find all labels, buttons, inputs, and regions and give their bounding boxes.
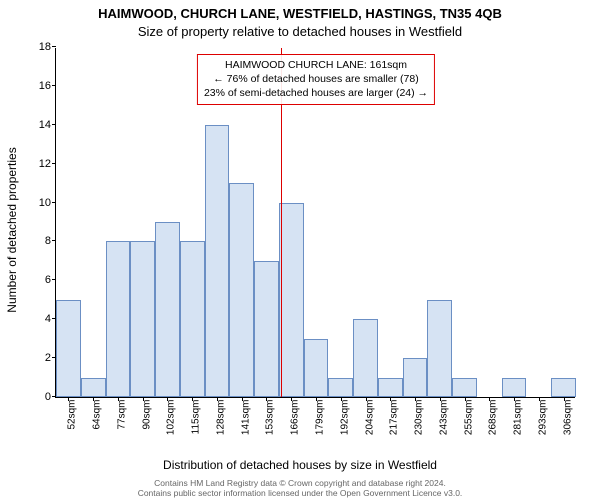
histogram-bar	[106, 241, 131, 397]
y-tick-label: 10	[23, 197, 51, 209]
histogram-bar	[279, 203, 304, 397]
y-axis-label: Number of detached properties	[5, 147, 19, 312]
y-tick-label: 14	[23, 119, 51, 131]
histogram-bar	[180, 241, 205, 397]
x-tick-label: 306sqm	[562, 400, 573, 436]
histogram-bar	[130, 241, 155, 397]
y-tick-label: 4	[23, 313, 51, 325]
y-tick-label: 12	[23, 158, 51, 170]
y-tick-label: 8	[23, 235, 51, 247]
annotation-box: HAIMWOOD CHURCH LANE: 161sqm← 76% of det…	[197, 54, 435, 105]
y-tick-label: 18	[23, 41, 51, 53]
y-tick-mark	[52, 124, 56, 125]
y-tick-mark	[52, 85, 56, 86]
x-tick-label: 166sqm	[290, 400, 301, 436]
x-tick-label: 115sqm	[191, 400, 202, 435]
y-tick-mark	[52, 279, 56, 280]
x-tick-label: 179sqm	[315, 400, 326, 436]
y-tick-label: 0	[23, 391, 51, 403]
y-tick-mark	[52, 163, 56, 164]
histogram-bar	[81, 378, 106, 397]
x-tick-label: 77sqm	[116, 400, 127, 430]
x-tick-label: 52sqm	[67, 400, 78, 430]
x-axis-label: Distribution of detached houses by size …	[0, 458, 600, 472]
histogram-bar	[328, 378, 353, 397]
histogram-bar	[502, 378, 527, 397]
x-tick-label: 192sqm	[339, 400, 350, 436]
footer-line-2: Contains public sector information licen…	[138, 488, 463, 498]
y-tick-label: 6	[23, 274, 51, 286]
x-tick-label: 102sqm	[166, 400, 177, 436]
x-tick-label: 243sqm	[438, 400, 449, 436]
histogram-bar	[155, 222, 180, 397]
histogram-bar	[205, 125, 230, 397]
histogram-bar	[378, 378, 403, 397]
histogram-bar	[353, 319, 378, 397]
histogram-bar	[56, 300, 81, 397]
histogram-bar	[403, 358, 428, 397]
x-tick-label: 217sqm	[389, 400, 400, 436]
x-tick-label: 230sqm	[414, 400, 425, 436]
footer-line-1: Contains HM Land Registry data © Crown c…	[154, 478, 446, 488]
annotation-line: ← 76% of detached houses are smaller (78…	[204, 72, 428, 86]
plot-area: 02468101214161852sqm64sqm77sqm90sqm102sq…	[55, 48, 575, 398]
x-tick-label: 281sqm	[513, 400, 524, 436]
histogram-bar	[452, 378, 477, 397]
chart-title-description: Size of property relative to detached ho…	[0, 24, 600, 39]
x-tick-label: 268sqm	[488, 400, 499, 436]
chart-title-address: HAIMWOOD, CHURCH LANE, WESTFIELD, HASTIN…	[0, 6, 600, 21]
x-tick-label: 90sqm	[141, 400, 152, 430]
annotation-line: 23% of semi-detached houses are larger (…	[204, 86, 428, 100]
x-tick-label: 293sqm	[537, 400, 548, 436]
footer-attribution: Contains HM Land Registry data © Crown c…	[0, 478, 600, 498]
x-tick-label: 204sqm	[364, 400, 375, 436]
x-tick-label: 128sqm	[215, 400, 226, 436]
histogram-bar	[254, 261, 279, 397]
x-tick-label: 255sqm	[463, 400, 474, 436]
histogram-bar	[229, 183, 254, 397]
x-tick-label: 141sqm	[240, 400, 251, 436]
y-tick-mark	[52, 202, 56, 203]
chart-container: HAIMWOOD, CHURCH LANE, WESTFIELD, HASTIN…	[0, 0, 600, 500]
annotation-line: HAIMWOOD CHURCH LANE: 161sqm	[204, 58, 428, 72]
histogram-bar	[551, 378, 576, 397]
y-tick-mark	[52, 46, 56, 47]
y-tick-label: 2	[23, 352, 51, 364]
histogram-bar	[427, 300, 452, 397]
y-tick-mark	[52, 240, 56, 241]
x-tick-label: 153sqm	[265, 400, 276, 436]
y-tick-label: 16	[23, 80, 51, 92]
x-tick-label: 64sqm	[92, 400, 103, 430]
histogram-bar	[304, 339, 329, 397]
